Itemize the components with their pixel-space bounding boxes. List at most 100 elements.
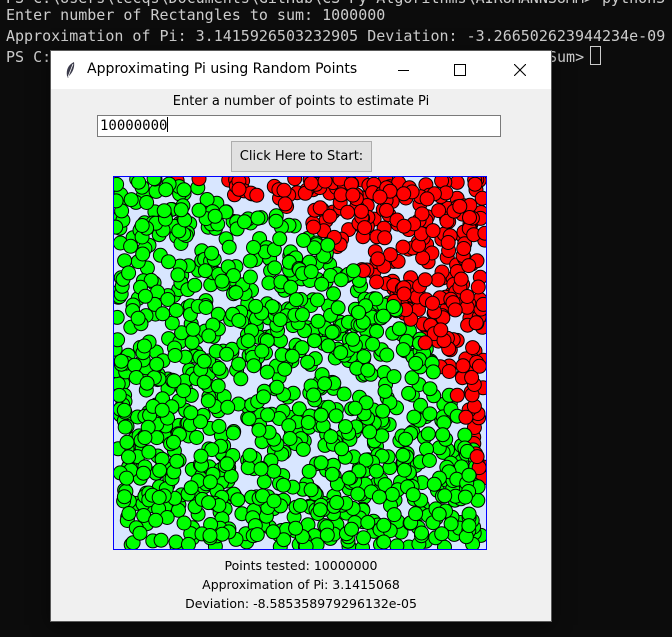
sample-point bbox=[272, 312, 288, 328]
sample-point bbox=[288, 520, 304, 536]
close-button[interactable] bbox=[497, 51, 543, 89]
sample-point bbox=[414, 525, 429, 541]
terminal-line: Approximation of Pi: 3.1415926503232905 … bbox=[6, 27, 666, 45]
sample-point bbox=[233, 371, 249, 387]
sample-point bbox=[300, 415, 316, 430]
minimize-icon bbox=[398, 61, 410, 80]
sample-point bbox=[396, 286, 412, 302]
close-icon bbox=[513, 61, 527, 80]
sample-point bbox=[372, 189, 388, 205]
sample-point bbox=[277, 361, 293, 377]
sample-point bbox=[191, 176, 207, 187]
title-bar[interactable]: Approximating Pi using Random Points bbox=[51, 51, 551, 89]
sample-point bbox=[119, 434, 135, 450]
sample-point bbox=[184, 334, 200, 350]
sample-point bbox=[151, 490, 167, 505]
sample-point bbox=[405, 487, 421, 503]
sample-point bbox=[156, 203, 172, 219]
sample-point bbox=[447, 302, 463, 318]
deviation-label: Deviation: -8.585358979296132e-05 bbox=[185, 596, 417, 611]
sample-point bbox=[296, 232, 311, 248]
sample-point bbox=[116, 489, 132, 505]
sample-point bbox=[303, 482, 319, 498]
sample-point bbox=[136, 338, 152, 354]
sample-point bbox=[121, 265, 137, 281]
window-title: Approximating Pi using Random Points bbox=[87, 61, 358, 77]
sample-point bbox=[202, 474, 218, 490]
sample-point bbox=[312, 200, 328, 216]
sample-point bbox=[391, 321, 407, 337]
sample-point bbox=[324, 466, 340, 482]
sample-point bbox=[148, 512, 164, 528]
sample-point bbox=[360, 362, 376, 378]
sample-point bbox=[356, 530, 371, 546]
sample-point bbox=[130, 310, 146, 326]
sample-point bbox=[357, 220, 373, 236]
sample-point bbox=[353, 203, 369, 219]
sample-point bbox=[259, 364, 275, 380]
sample-point bbox=[371, 489, 387, 505]
sample-point bbox=[319, 527, 335, 543]
sample-point bbox=[422, 406, 438, 422]
sample-point bbox=[275, 477, 291, 493]
sample-point bbox=[422, 381, 438, 397]
sample-point bbox=[139, 195, 155, 210]
minimize-button[interactable] bbox=[381, 51, 427, 89]
sample-point bbox=[295, 441, 311, 457]
sample-point bbox=[344, 521, 359, 537]
sample-point bbox=[266, 493, 282, 509]
sample-point bbox=[202, 528, 218, 543]
sample-point bbox=[433, 322, 449, 338]
start-button[interactable]: Click Here to Start: bbox=[231, 141, 372, 172]
sample-point bbox=[425, 364, 441, 380]
sample-point bbox=[310, 292, 325, 308]
sample-point bbox=[288, 292, 304, 308]
sample-point bbox=[320, 338, 336, 354]
sample-point bbox=[266, 463, 282, 479]
sample-point bbox=[283, 279, 299, 295]
sample-point bbox=[314, 276, 330, 292]
sample-point bbox=[237, 214, 252, 230]
sample-point bbox=[461, 518, 477, 534]
sample-point bbox=[358, 452, 374, 468]
sample-point bbox=[384, 486, 400, 502]
sample-point bbox=[113, 219, 124, 235]
sample-point bbox=[385, 299, 401, 314]
sample-point bbox=[282, 431, 298, 446]
maximize-button[interactable] bbox=[437, 51, 483, 89]
sample-point bbox=[396, 462, 412, 478]
terminal-line: PS C:\Users\tecqs\Documents\GitHub\CS-Py… bbox=[6, 0, 672, 9]
sample-point bbox=[459, 289, 475, 304]
sample-point bbox=[113, 353, 129, 369]
sample-point bbox=[300, 354, 316, 370]
sample-point bbox=[242, 253, 258, 269]
sample-point bbox=[113, 176, 125, 192]
sample-point bbox=[464, 370, 480, 385]
sample-point bbox=[369, 463, 384, 479]
sample-point bbox=[141, 444, 157, 460]
sample-point bbox=[292, 498, 308, 513]
sample-point bbox=[396, 186, 412, 202]
sample-point bbox=[317, 376, 333, 392]
points-input[interactable]: 10000000 bbox=[97, 115, 501, 137]
sample-point bbox=[457, 489, 473, 505]
points-canvas bbox=[113, 176, 487, 550]
sample-point bbox=[379, 347, 395, 363]
sample-point bbox=[251, 422, 267, 438]
sample-point bbox=[345, 187, 361, 203]
points-tested-label: Points tested: 10000000 bbox=[224, 558, 378, 573]
sample-point bbox=[368, 291, 384, 307]
sample-point bbox=[310, 313, 326, 329]
sample-point bbox=[417, 272, 433, 288]
sample-point bbox=[294, 340, 310, 356]
sample-point bbox=[461, 467, 477, 483]
sample-point bbox=[376, 517, 392, 533]
sample-point bbox=[121, 506, 137, 521]
sample-point bbox=[369, 323, 385, 339]
sample-point bbox=[137, 430, 153, 446]
sample-point bbox=[386, 507, 402, 523]
sample-point bbox=[231, 356, 247, 372]
sample-point bbox=[152, 462, 168, 478]
sample-point bbox=[207, 208, 223, 224]
points-prompt-label: Enter a number of points to estimate Pi bbox=[172, 94, 430, 109]
